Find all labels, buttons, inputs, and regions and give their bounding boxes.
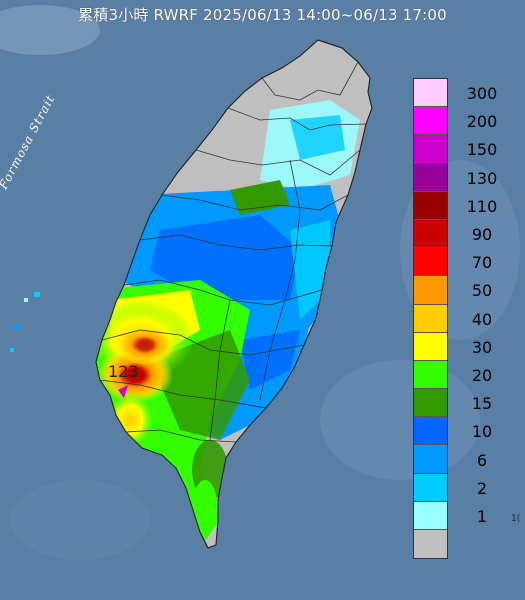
legend-label: 1 xyxy=(476,507,488,526)
legend-label: 2 xyxy=(476,478,488,498)
legend-swatch xyxy=(414,79,447,108)
legend-swatch xyxy=(414,445,447,474)
legend-label: 10 xyxy=(471,422,493,442)
county-boundaries xyxy=(99,61,367,443)
legend-label: 150 xyxy=(466,140,498,160)
legend-label: 300 xyxy=(466,84,498,103)
legend-label: 40 xyxy=(471,309,493,329)
legend-swatch xyxy=(414,135,447,164)
legend-swatch xyxy=(414,219,447,249)
legend-label: 30 xyxy=(471,337,493,357)
color-legend xyxy=(413,78,448,560)
legend-swatch xyxy=(414,191,447,220)
legend-swatch xyxy=(414,304,447,333)
legend-label: 20 xyxy=(471,366,493,385)
legend-swatch xyxy=(414,417,447,446)
legend-label: 110 xyxy=(466,196,498,216)
legend-swatch xyxy=(414,389,447,418)
map-title: 累積3小時 RWRF 2025/06/13 14:00~06/13 17:00 xyxy=(78,6,447,24)
legend-label: 15 xyxy=(471,394,493,414)
legend-label: 50 xyxy=(471,281,493,301)
legend-swatch xyxy=(414,107,447,136)
legend-label: 70 xyxy=(471,253,493,273)
legend-swatch xyxy=(414,530,447,559)
coastline xyxy=(95,39,373,549)
peak-value-label: 123 xyxy=(108,362,139,381)
legend-swatch xyxy=(414,360,447,390)
legend-label: 130 xyxy=(466,168,498,188)
legend-swatch xyxy=(414,163,447,192)
legend-label: 200 xyxy=(466,112,498,132)
legend-label: 6 xyxy=(476,450,488,470)
edge-fragment-text: 1( xyxy=(511,514,521,524)
legend-swatch xyxy=(414,473,447,502)
legend-label: 90 xyxy=(471,225,493,244)
legend-swatch xyxy=(414,276,447,305)
sea-rain-specks xyxy=(10,292,40,352)
legend-swatch xyxy=(414,248,447,277)
legend-swatch xyxy=(414,332,447,361)
rainfall-field xyxy=(96,100,360,548)
legend-swatch xyxy=(414,501,447,530)
